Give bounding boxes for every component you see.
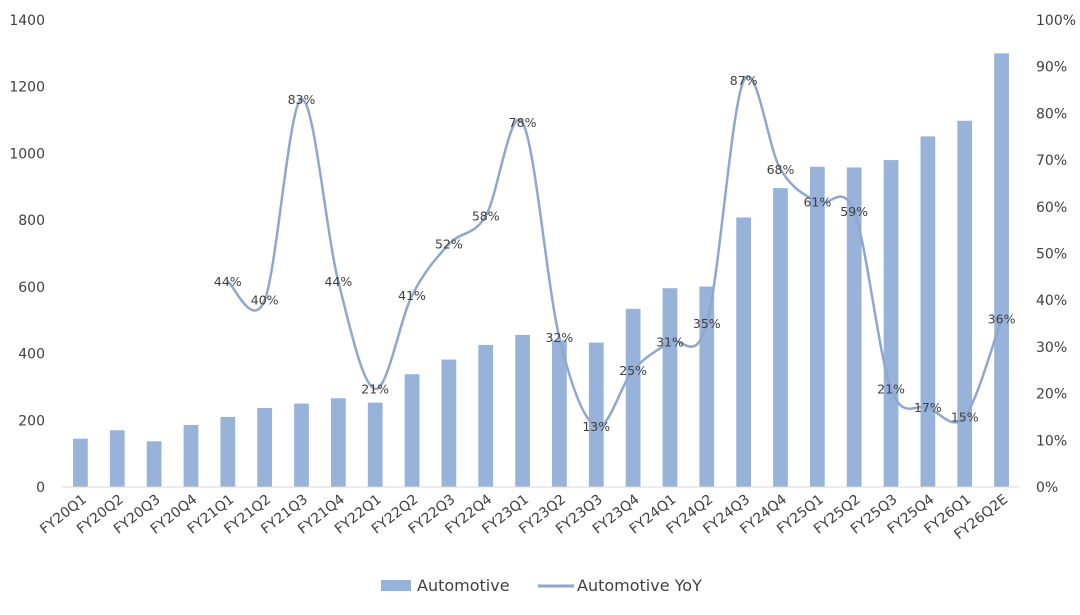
left-axis-tick-label: 400 xyxy=(18,347,45,363)
yoy-data-label: 83% xyxy=(288,92,316,107)
yoy-data-label: 40% xyxy=(251,293,279,308)
bar xyxy=(809,166,825,487)
yoy-data-label: 61% xyxy=(803,195,831,210)
yoy-data-label: 41% xyxy=(398,288,426,303)
yoy-data-label: 13% xyxy=(582,419,610,434)
bar xyxy=(552,340,567,487)
yoy-data-label: 44% xyxy=(214,274,242,289)
left-axis-tick-label: 1200 xyxy=(9,80,45,96)
bar xyxy=(736,217,752,487)
yoy-data-labels: 44% 40% 83% 44% 21% 41% 52% 58% 78% 32% 13% 25% 31% 3… xyxy=(214,73,1016,434)
yoy-data-label: 21% xyxy=(361,381,389,396)
bar xyxy=(773,188,788,487)
right-axis-tick-label: 50% xyxy=(1036,247,1067,263)
bar xyxy=(846,167,862,487)
bar xyxy=(257,407,273,487)
left-axis: 0 200 400 600 800 1000 1200 1400 xyxy=(9,13,45,496)
legend-swatch-bar xyxy=(381,580,411,591)
bar xyxy=(441,359,457,487)
bar xyxy=(957,120,973,487)
yoy-data-label: 52% xyxy=(435,237,463,252)
legend-label-automotive-yoy: Automotive YoY xyxy=(577,576,702,595)
left-axis-tick-label: 200 xyxy=(18,413,45,429)
right-axis-tick-label: 40% xyxy=(1036,293,1067,309)
yoy-data-label: 68% xyxy=(767,162,795,177)
right-axis-tick-label: 70% xyxy=(1036,153,1067,169)
yoy-data-label: 36% xyxy=(988,311,1016,326)
right-axis: 0% 10% 20% 30% 40% 50% 60% 70% 80% 90% 100% xyxy=(1036,13,1076,496)
legend-label-automotive: Automotive xyxy=(417,576,510,595)
left-axis-tick-label: 1000 xyxy=(9,146,45,162)
yoy-data-label: 35% xyxy=(693,316,721,331)
left-axis-tick-label: 600 xyxy=(18,280,45,296)
bar xyxy=(220,416,236,487)
yoy-data-label: 59% xyxy=(840,204,868,219)
left-axis-tick-label: 800 xyxy=(18,213,45,229)
right-axis-tick-label: 0% xyxy=(1036,480,1058,496)
left-axis-tick-label: 1400 xyxy=(9,13,45,29)
right-axis-tick-label: 30% xyxy=(1036,340,1067,356)
bar xyxy=(994,53,1009,487)
bar xyxy=(478,344,494,487)
yoy-data-label: 32% xyxy=(546,330,574,345)
yoy-data-label: 44% xyxy=(324,274,352,289)
right-axis-tick-label: 20% xyxy=(1036,387,1067,403)
right-axis-tick-label: 10% xyxy=(1036,433,1067,449)
bar xyxy=(294,403,309,487)
right-axis-tick-label: 90% xyxy=(1036,60,1067,76)
bar xyxy=(588,342,604,487)
bar xyxy=(146,441,162,487)
yoy-data-label: 58% xyxy=(472,209,500,224)
bar xyxy=(883,160,899,487)
x-axis: FY20Q1FY20Q2FY20Q3FY20Q4FY21Q1FY21Q2FY21… xyxy=(37,491,1011,543)
bar xyxy=(73,438,88,487)
bar xyxy=(183,424,199,487)
bar xyxy=(920,136,936,487)
bar xyxy=(625,308,641,487)
bar xyxy=(515,334,530,487)
yoy-data-label: 21% xyxy=(877,381,905,396)
bar xyxy=(109,430,125,487)
yoy-data-label: 87% xyxy=(730,73,758,88)
yoy-data-label: 25% xyxy=(619,363,647,378)
bar xyxy=(404,374,420,487)
left-axis-tick-label: 0 xyxy=(36,480,45,496)
bar xyxy=(330,398,346,487)
yoy-data-label: 78% xyxy=(509,115,537,130)
bar xyxy=(367,402,383,487)
right-axis-tick-label: 80% xyxy=(1036,106,1067,122)
yoy-data-label: 17% xyxy=(914,400,942,415)
right-axis-tick-label: 60% xyxy=(1036,200,1067,216)
yoy-data-label: 15% xyxy=(951,409,979,424)
bar xyxy=(662,288,678,487)
line-series-automotive-yoy xyxy=(226,75,1003,428)
yoy-data-label: 31% xyxy=(656,335,684,350)
legend: Automotive Automotive YoY xyxy=(381,576,702,595)
right-axis-tick-label: 100% xyxy=(1036,13,1076,29)
